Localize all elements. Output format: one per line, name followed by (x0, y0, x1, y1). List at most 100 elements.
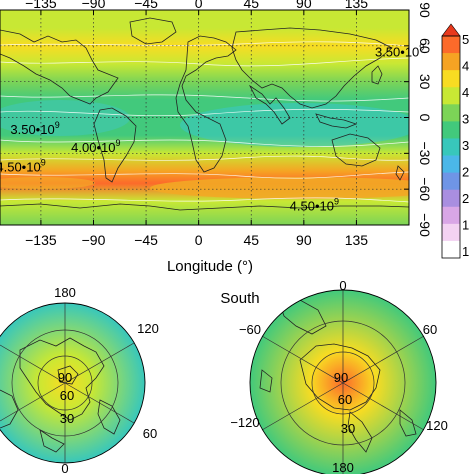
north-polar-map: 180 120 60 0 90 60 30 (0, 285, 159, 474)
arabia-india-outline (248, 84, 291, 125)
south-lon-label-120: 120 (426, 418, 448, 433)
asia-outline (231, 27, 393, 109)
north-lat-label-30: 30 (60, 411, 74, 426)
southern-orange-band-west (0, 177, 95, 189)
colorbar-cell (442, 155, 460, 174)
new-zealand-outline (395, 165, 405, 181)
lat-tick-label: −30 (417, 141, 433, 165)
top-lon-tick-label: −135 (25, 0, 57, 11)
south-polar-map: South 0 60 −60 −120 120 180 90 60 30 (220, 278, 448, 474)
colorbar-cells (442, 36, 460, 259)
north-frame (0, 302, 146, 464)
colorbar-cell (442, 70, 460, 88)
lat-tick-label: 0 (417, 114, 433, 122)
x-axis-label: Longitude (°) (167, 258, 253, 275)
pacific-cyan-cell (0, 100, 130, 136)
greenland-outline (129, 17, 177, 45)
bottom-lon-tick-label: 45 (243, 232, 259, 248)
contour-label: 4.00•109 (71, 138, 120, 155)
lat-tick-label: −60 (417, 177, 433, 201)
north-lat-label-60: 60 (60, 388, 74, 403)
colorbar-tick-label: 1 (462, 244, 469, 259)
contour-lines (0, 41, 409, 203)
contour-label: 4.50•109 (0, 157, 46, 174)
antarctica-outline (0, 203, 409, 211)
colorbar-cell (442, 206, 460, 225)
contour-label-exponent: 9 (41, 157, 46, 167)
colorbar-tick-label: 2 (462, 191, 469, 206)
colorbar-cell (442, 240, 460, 259)
lat-tick-label: 30 (417, 74, 433, 90)
coastlines (0, 17, 409, 211)
lat-tick-label: 90 (417, 2, 433, 18)
south-lat-label-60: 60 (338, 392, 352, 407)
north-lon-label-0: 0 (61, 461, 68, 474)
south-lon-label-60: 60 (423, 322, 437, 337)
top-lon-tick-label: 90 (296, 0, 312, 11)
top-lon-tick-label: 45 (243, 0, 259, 11)
south-america-outline (93, 107, 137, 183)
colorbar: 5 4 4 3 3 2 2 1 1 (441, 23, 469, 259)
colorbar-cell (442, 223, 460, 242)
south-lat-label-90: 90 (334, 370, 348, 385)
south-title: South (220, 290, 259, 307)
top-lon-tick-label: −90 (82, 0, 106, 11)
south-lon-label-minus120: −120 (230, 415, 259, 430)
colorbar-tick-label: 4 (462, 59, 469, 74)
colorbar-cell (442, 53, 460, 71)
south-graticule (261, 290, 425, 474)
contour-label-exponent: 9 (115, 138, 120, 148)
contour-label: 4.50•109 (290, 197, 339, 214)
top-lon-tick-label: 0 (195, 0, 203, 11)
contour-label: 3.50•109 (375, 43, 424, 60)
southern-orange-band (150, 177, 409, 199)
bottom-lon-tick-label: 135 (345, 232, 369, 248)
colorbar-ticks: 5 4 4 3 3 2 2 1 1 (462, 32, 469, 259)
top-lon-tick-label: −45 (134, 0, 158, 11)
indonesia-outline (315, 113, 358, 129)
colorbar-tick-label: 1 (462, 218, 469, 233)
north-lon-label-180: 180 (54, 285, 76, 300)
top-map: −135 −135 −90 −90 −45 −45 0 0 45 45 90 90 135 135 90 60… (0, 0, 433, 275)
north-lat-label-90: 90 (58, 370, 72, 385)
colorbar-tick-label: 4 (462, 85, 469, 100)
colorbar-extend-triangle (441, 23, 461, 37)
colorbar-cell (442, 36, 460, 54)
australia-outline (331, 133, 381, 167)
colorbar-tick-label: 2 (462, 165, 469, 180)
bottom-lon-tick-label: 90 (296, 232, 312, 248)
map-ticks: −135 −135 −90 −90 −45 −45 0 0 45 45 90 90 135 135 90 60… (25, 0, 433, 248)
north-lon-label-60: 60 (143, 426, 157, 441)
north-graticule (0, 303, 135, 463)
colorbar-cell (442, 121, 460, 139)
south-coastlines (259, 299, 417, 453)
japan-outline (371, 65, 383, 85)
south-lon-label-minus60: −60 (239, 322, 261, 337)
lat-tick-label: 60 (417, 38, 433, 54)
north-lon-label-120: 120 (137, 321, 159, 336)
bottom-lon-tick-label: −90 (82, 232, 106, 248)
colorbar-tick-label: 5 (462, 32, 469, 47)
colorbar-cell (442, 87, 460, 105)
contour-labels: 3.50•109 3.50•109 4.00•109 4.50•109 4.50•109 (0, 43, 424, 214)
colorbar-frame (441, 35, 461, 259)
colorbar-cell (442, 138, 460, 156)
south-frame (249, 289, 437, 474)
contour-label-exponent: 9 (334, 197, 339, 207)
south-lon-label-0: 0 (339, 278, 346, 293)
colorbar-tick-label: 3 (462, 112, 469, 127)
colorbar-cell (442, 189, 460, 208)
top-lon-tick-label: 135 (345, 0, 369, 11)
contour-label: 3.50•109 (10, 120, 59, 137)
colorbar-tick-label: 3 (462, 138, 469, 153)
bottom-lon-tick-label: −135 (25, 232, 57, 248)
map-grid (0, 10, 409, 225)
lat-tick-label: −90 (417, 213, 433, 237)
north-america-outline (0, 29, 119, 105)
bottom-lon-tick-label: −45 (134, 232, 158, 248)
contour-label-exponent: 9 (419, 43, 424, 53)
colorbar-cell (442, 172, 460, 191)
contour-label-exponent: 9 (55, 120, 60, 130)
south-lon-label-180: 180 (332, 460, 354, 474)
